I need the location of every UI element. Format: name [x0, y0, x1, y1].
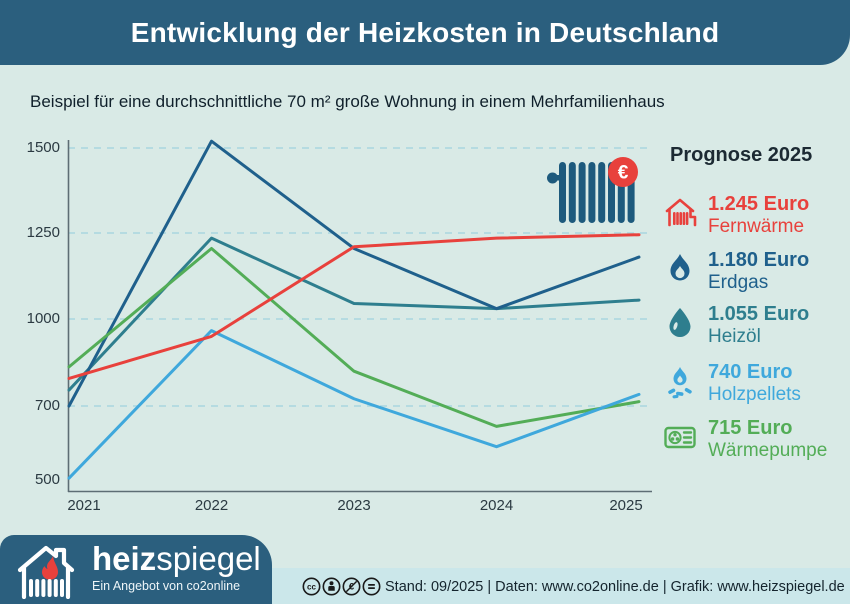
y-tick-label-1250: 1250 [26, 224, 60, 241]
cc-by-icon [322, 577, 341, 596]
footer-info-text: Stand: 09/2025 | Daten: www.co2online.de… [385, 579, 845, 595]
legend-label: Fernwärme [708, 216, 805, 237]
logo-word-heiz: heiz [92, 540, 157, 577]
legend-label: Holzpellets [708, 384, 801, 405]
legend-price: 1.180 Euro [708, 249, 810, 271]
cc-nc-icon: € [342, 577, 361, 596]
legend-label: Wärmepumpe [708, 440, 828, 461]
x-tick-label-2022: 2022 [194, 497, 229, 514]
gas-flame-icon [660, 249, 700, 287]
x-tick-label-2021: 2021 [67, 497, 101, 514]
x-tick-label-2024: 2024 [479, 497, 514, 514]
y-tick-label-1500: 1500 [26, 139, 60, 156]
logo-word-spiegel: spiegel [156, 540, 261, 577]
page-title: Entwicklung der Heizkosten in Deutschlan… [130, 16, 720, 48]
header-banner: Entwicklung der Heizkosten in Deutschlan… [0, 0, 850, 65]
oil-drop-icon [660, 303, 700, 341]
prognose-title: Prognose 2025 [670, 144, 813, 166]
cc-license-badges: cc € [302, 577, 381, 596]
series-line-holzpellets [67, 329, 641, 480]
y-tick-label-1000: 1000 [26, 310, 60, 327]
chart-subtitle: Beispiel für eine durchschnittliche 70 m… [30, 92, 665, 111]
cc-icon: cc [302, 577, 321, 596]
legend-label: Erdgas [708, 272, 769, 293]
legend-item-holzpellets: 740 Euro Holzpellets [660, 361, 801, 406]
legend-item-fernwaerme: 1.245 Euro Fernwärme [660, 193, 809, 238]
logo-tagline: Ein Angebot von co2online [92, 579, 241, 593]
legend-price: 1.245 Euro [708, 193, 810, 215]
legend-price: 740 Euro [708, 361, 793, 383]
heat-pump-icon [660, 417, 700, 455]
legend-price: 715 Euro [708, 417, 793, 439]
cc-nd-icon [362, 577, 381, 596]
legend-item-waermepumpe: 715 Euro Wärmepumpe [660, 417, 827, 462]
pellets-fire-icon [660, 361, 700, 399]
series-line-wärmepumpe [67, 246, 641, 428]
series-line-heizöl [67, 236, 641, 392]
radiator-euro-icon: € [547, 157, 638, 223]
flame-icon [42, 556, 58, 580]
y-tick-label-700: 700 [34, 397, 60, 414]
x-tick-label-2023: 2023 [337, 497, 371, 514]
svg-text:cc: cc [307, 583, 316, 592]
svg-text:€: € [618, 163, 629, 184]
series-line-fernwärme [67, 233, 641, 380]
x-tick-label-2025: 2025 [609, 497, 643, 514]
legend-label: Heizöl [708, 326, 761, 347]
heizspiegel-house-icon [17, 545, 75, 599]
legend-item-erdgas: 1.180 Euro Erdgas [660, 249, 809, 294]
logo-wordmark: heizspiegel Ein Angebot von co2online [92, 540, 261, 594]
heizspiegel-logo: heizspiegel Ein Angebot von co2online [0, 535, 272, 604]
euro-badge-icon: € [608, 157, 638, 187]
legend-item-heizoel: 1.055 Euro Heizöl [660, 303, 809, 348]
y-tick-label-500: 500 [34, 471, 60, 488]
district-heating-icon [660, 193, 700, 231]
logo-radiator-slats [29, 579, 64, 597]
legend-price: 1.055 Euro [708, 303, 810, 325]
